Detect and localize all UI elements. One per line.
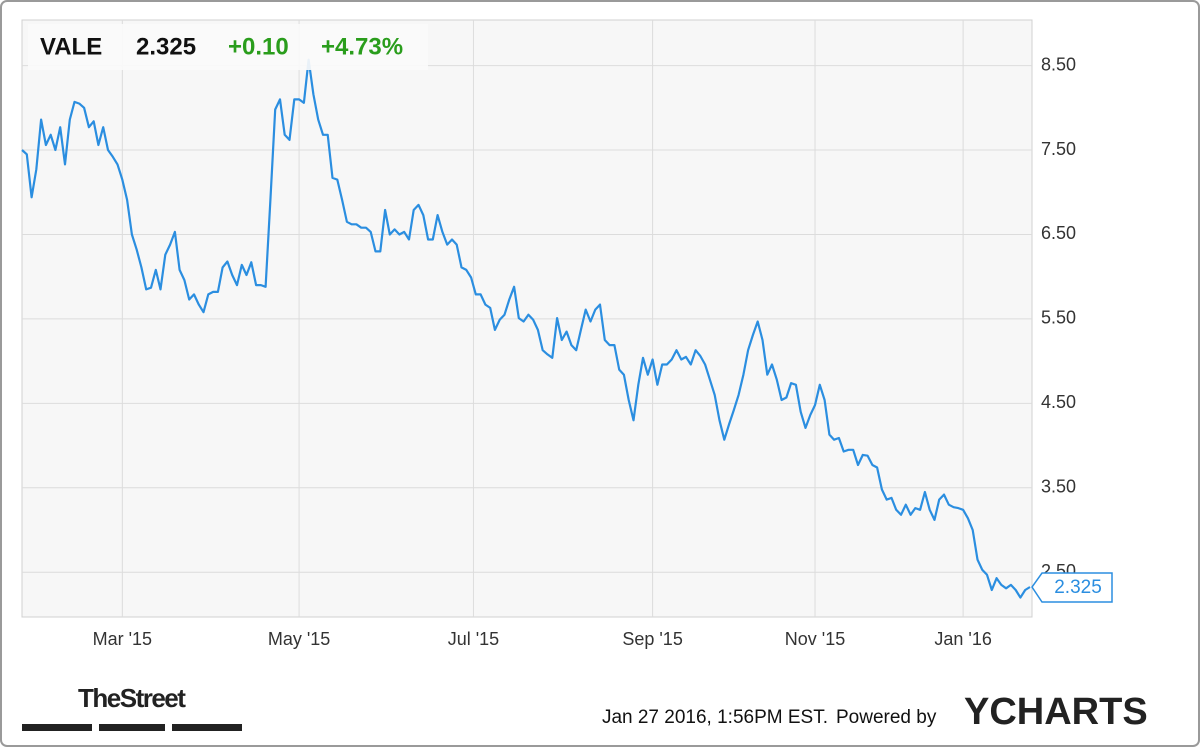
- x-tick-label: Nov '15: [785, 629, 845, 649]
- last-value-box: [1031, 572, 1113, 603]
- x-tick-label: May '15: [268, 629, 330, 649]
- y-tick-label: 6.50: [1041, 223, 1076, 243]
- change: +0.10: [228, 33, 289, 60]
- last-value-label: 2.325: [1054, 577, 1102, 598]
- change-pct: +4.73%: [321, 33, 403, 60]
- source-logo: TheStreet: [78, 683, 186, 713]
- price: 2.325: [136, 33, 196, 60]
- timestamp: Jan 27 2016, 1:56PM EST.: [602, 707, 828, 728]
- header-box: [28, 24, 428, 70]
- x-tick-label: Mar '15: [93, 629, 152, 649]
- brand: YCHARTS: [964, 691, 1148, 733]
- logo-bar: [99, 724, 165, 731]
- powered-by: Powered by: [836, 707, 937, 728]
- logo-bar: [22, 724, 92, 731]
- symbol: VALE: [40, 33, 102, 60]
- last-value-tag: 2.325: [1031, 572, 1113, 603]
- y-tick-label: 7.50: [1041, 139, 1076, 159]
- x-tick-label: Jan '16: [934, 629, 991, 649]
- y-tick-label: 4.50: [1041, 392, 1076, 412]
- logo-bar: [172, 724, 242, 731]
- x-tick-label: Jul '15: [448, 629, 499, 649]
- y-tick-label: 5.50: [1041, 308, 1076, 328]
- x-tick-label: Sep '15: [622, 629, 683, 649]
- y-tick-label: 3.50: [1041, 477, 1076, 497]
- price-line: [21, 58, 1031, 599]
- y-tick-label: 8.50: [1041, 54, 1076, 74]
- marks: 2.325: [21, 58, 1113, 603]
